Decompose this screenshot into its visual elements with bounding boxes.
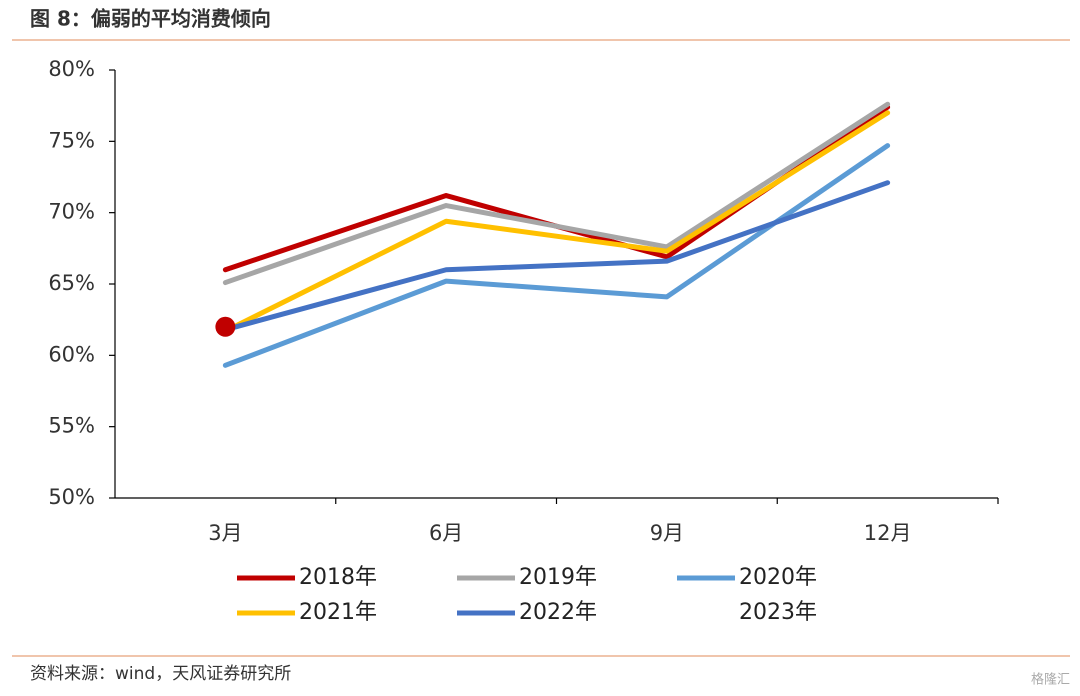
line xyxy=(222,180,891,333)
watermark: 格隆汇 xyxy=(1031,672,1070,688)
y-tick-label: 60% xyxy=(48,342,95,366)
line xyxy=(222,143,891,368)
x-tick-label: 3月 xyxy=(208,521,242,545)
x-tick-label: 12月 xyxy=(864,521,912,545)
y-tick-label: 65% xyxy=(48,271,95,295)
legend-label: 2020年 xyxy=(739,565,817,590)
y-tick-label: 50% xyxy=(48,485,95,509)
y-tick-label: 55% xyxy=(48,414,95,438)
x-tick-label: 6月 xyxy=(429,521,463,545)
point xyxy=(215,316,236,337)
y-tick-label: 80% xyxy=(48,57,95,81)
legend-label: 2018年 xyxy=(299,565,377,590)
legend-label: 2023年 xyxy=(739,600,817,625)
chart-title: 图 8：偏弱的平均消费倾向 xyxy=(30,7,271,31)
legend-label: 2022年 xyxy=(519,600,597,625)
y-tick-label: 70% xyxy=(48,200,95,224)
line xyxy=(222,101,891,286)
source: 资料来源：wind，天风证券研究所 xyxy=(30,664,291,684)
y-tick-label: 75% xyxy=(48,128,95,152)
legend-label: 2019年 xyxy=(519,565,597,590)
x-tick-label: 9月 xyxy=(650,521,684,545)
legend-label: 2021年 xyxy=(299,600,377,625)
line xyxy=(222,110,891,334)
